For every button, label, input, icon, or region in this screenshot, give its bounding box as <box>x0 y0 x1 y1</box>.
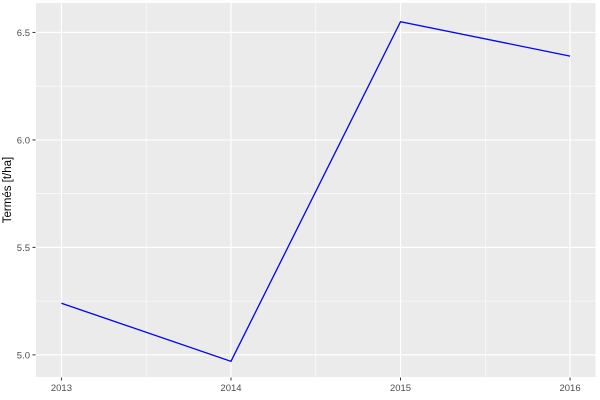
y-tick-label: 6.5 <box>17 28 30 39</box>
y-tick-label: 5.0 <box>17 350 30 361</box>
y-tick-label: 5.5 <box>17 243 30 254</box>
x-tick-label: 2015 <box>390 383 411 394</box>
x-tick-label: 2014 <box>220 383 241 394</box>
y-axis-title: Termés [t/ha] <box>2 157 14 223</box>
plot-panel-layer <box>36 3 596 377</box>
axis-layer: 2013 2014 2015 2016 5.0 5.5 6.0 6.5 <box>17 28 581 394</box>
y-tick-label: 6.0 <box>17 135 30 146</box>
data-line-termes <box>61 20 571 363</box>
x-tick-label: 2016 <box>559 383 580 394</box>
x-tick-label: 2013 <box>51 383 72 394</box>
